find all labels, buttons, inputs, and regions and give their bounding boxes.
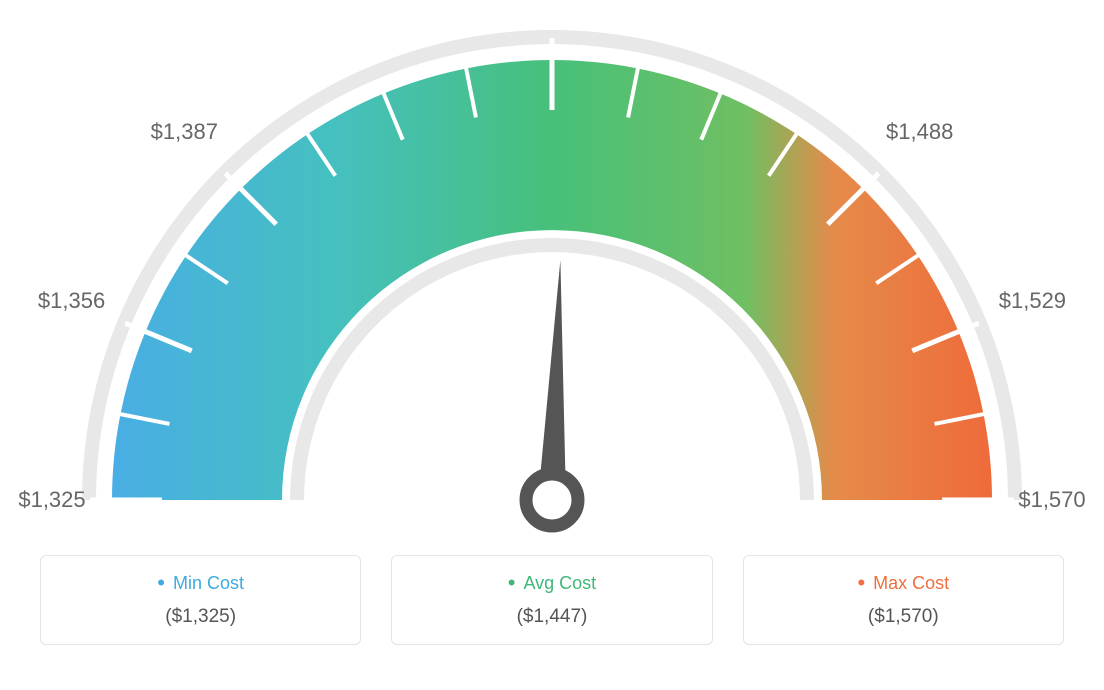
avg-cost-title: Avg Cost: [392, 570, 711, 596]
max-cost-value: ($1,570): [744, 606, 1063, 628]
avg-cost-value: ($1,447): [392, 606, 711, 628]
max-cost-card: Max Cost ($1,570): [743, 555, 1064, 645]
min-cost-value: ($1,325): [41, 606, 360, 628]
gauge-tick-label: $1,387: [151, 119, 218, 145]
min-cost-card: Min Cost ($1,325): [40, 555, 361, 645]
gauge-tick-label: $1,356: [38, 288, 105, 314]
min-cost-title: Min Cost: [41, 570, 360, 596]
gauge-tick-label: $1,488: [886, 119, 953, 145]
max-cost-title: Max Cost: [744, 570, 1063, 596]
gauge-chart: $1,325$1,356$1,387$1,447$1,488$1,529$1,5…: [0, 0, 1104, 555]
gauge-tick-label: $1,325: [18, 487, 85, 513]
gauge-svg: [0, 0, 1104, 555]
gauge-tick-label: $1,529: [999, 288, 1066, 314]
avg-cost-card: Avg Cost ($1,447): [391, 555, 712, 645]
summary-cards: Min Cost ($1,325) Avg Cost ($1,447) Max …: [0, 555, 1104, 645]
gauge-tick-label: $1,570: [1018, 487, 1085, 513]
